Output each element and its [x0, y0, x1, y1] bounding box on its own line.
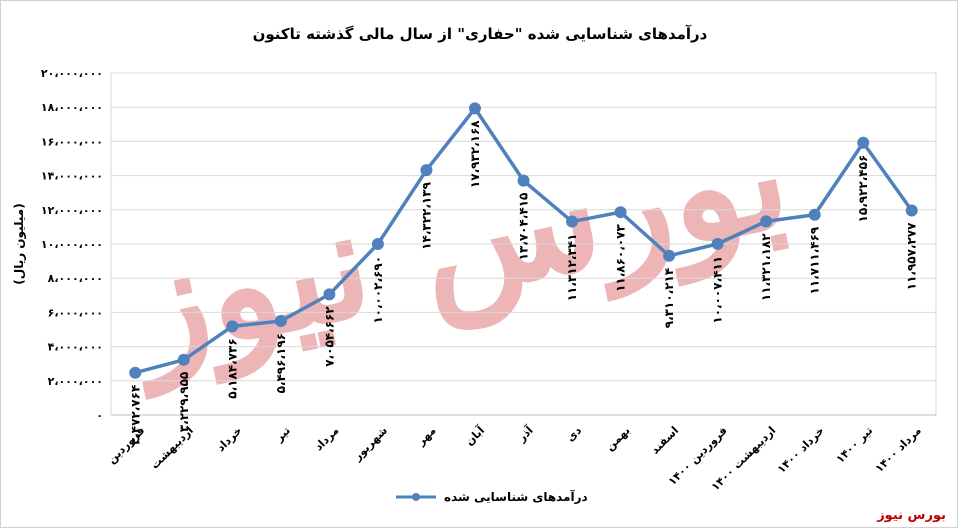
y-axis-label: (میلیون ریال)	[12, 203, 27, 284]
data-label: ۱۳،۷۰۴،۴۱۵	[517, 193, 531, 261]
y-tick-label: ۱۰،۰۰۰،۰۰۰	[41, 238, 103, 251]
data-label: ۱۰،۰۰۲،۶۹۰	[371, 256, 385, 324]
data-point	[274, 315, 287, 328]
data-label: ۱۷،۹۳۲،۱۶۸	[468, 120, 482, 188]
data-point	[129, 366, 142, 379]
data-point	[905, 204, 918, 217]
y-tick-label: ۱۶،۰۰۰،۰۰۰	[41, 135, 103, 148]
data-label: ۱۴،۳۲۲،۱۳۹	[419, 181, 433, 249]
data-point	[468, 102, 481, 115]
x-tick-label: آبان	[462, 423, 487, 448]
data-label: ۱۱،۸۶۰،۰۷۳	[614, 224, 628, 292]
gridlines	[110, 72, 937, 416]
data-label: ۱۰،۰۰۷،۴۱۱	[711, 256, 725, 324]
data-label: ۱۱،۷۱۱،۴۶۹	[808, 226, 822, 294]
data-point	[517, 174, 530, 187]
y-tick-label: ۱۴،۰۰۰،۰۰۰	[41, 170, 103, 183]
legend-marker-swatch	[412, 493, 420, 501]
data-point	[663, 249, 676, 262]
chart-title: درآمدهای شناسایی شده "حفاری" از سال مالی…	[253, 25, 708, 43]
data-point	[614, 206, 627, 219]
y-tick-label: ۶،۰۰۰،۰۰۰	[48, 306, 103, 319]
y-tick-label: ۲۰،۰۰۰،۰۰۰	[41, 67, 103, 80]
data-label: ۱۱،۳۱۲،۳۴۱	[565, 234, 579, 302]
x-tick-label: خرداد	[214, 424, 244, 454]
data-point	[566, 215, 579, 228]
data-label: ۷،۰۵۴،۶۶۲	[322, 306, 336, 367]
y-tick-label: ۱۸،۰۰۰،۰۰۰	[41, 101, 103, 114]
y-tick-label: ۰	[96, 409, 103, 422]
x-axis: فروردین اردیبهشت خرداد تیر مرداد شهریور مهر آبا…	[105, 414, 936, 493]
x-tick-label: مرداد	[312, 424, 341, 453]
x-tick-label: اسفند	[648, 424, 681, 457]
x-tick-label: شهریور	[350, 424, 390, 464]
data-point	[420, 164, 433, 177]
legend: درآمدهای شناسایی شده	[396, 489, 588, 504]
data-label: ۱۵،۹۲۲،۴۵۶	[856, 155, 870, 223]
x-tick-label: دی	[564, 424, 585, 445]
data-point	[760, 215, 773, 228]
data-label: ۵،۴۹۶،۱۹۶	[274, 333, 288, 393]
y-tick-label: ۲،۰۰۰،۰۰۰	[48, 375, 103, 388]
data-point	[323, 288, 336, 301]
source-credit: بورس نیوز	[876, 508, 946, 523]
x-tick-label: خرداد ۱۴۰۰	[775, 424, 827, 476]
series-layer	[129, 102, 918, 379]
legend-label: درآمدهای شناسایی شده	[444, 489, 588, 504]
data-point	[371, 237, 384, 250]
y-tick-label: ۴،۰۰۰،۰۰۰	[48, 341, 103, 354]
x-tick-label: آذر	[514, 423, 536, 445]
data-point	[808, 208, 821, 221]
data-label: ۹،۳۱۰،۲۱۴	[662, 268, 676, 328]
data-label: ۲،۴۷۲،۷۶۴	[128, 385, 142, 445]
x-tick-label: بهمن	[603, 424, 632, 453]
x-tick-label: تیر ۱۴۰۰	[833, 424, 875, 466]
data-label: ۱۱،۹۵۷،۲۷۷	[905, 222, 919, 290]
data-label: ۱۱،۳۲۱،۱۸۲	[759, 233, 773, 301]
x-tick-label: مرداد ۱۴۰۰	[873, 424, 924, 475]
x-tick-label: مهر	[414, 424, 439, 449]
data-point	[857, 136, 870, 149]
data-label: ۳،۲۲۹،۹۵۵	[177, 372, 191, 432]
data-point	[711, 237, 724, 250]
x-tick-label: تیر	[272, 424, 293, 445]
y-tick-label: ۱۲،۰۰۰،۰۰۰	[41, 204, 103, 217]
data-point	[177, 353, 190, 366]
y-tick-label: ۸،۰۰۰،۰۰۰	[48, 272, 103, 285]
data-point	[226, 320, 239, 333]
y-axis: ۰ ۲،۰۰۰،۰۰۰ ۴،۰۰۰،۰۰۰ ۶،۰۰۰،۰۰۰ ۸،۰۰۰،۰۰۰ ۱۰،…	[41, 67, 103, 422]
data-label: ۵،۱۸۴،۷۳۶	[225, 338, 239, 398]
data-labels: ۲،۴۷۲،۷۶۴ ۳،۲۲۹،۹۵۵ ۵،۱۸۴،۷۳۶ ۵،۴۹۶،۱۹۶ ۷،۰۵…	[128, 120, 918, 445]
